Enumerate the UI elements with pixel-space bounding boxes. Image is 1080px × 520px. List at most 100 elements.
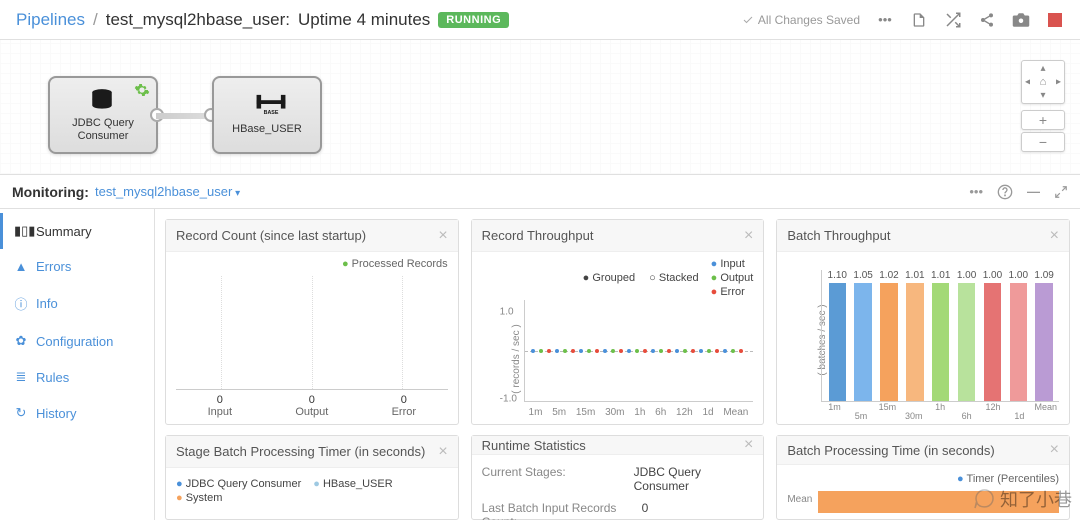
close-icon[interactable]: × xyxy=(438,227,447,245)
breadcrumb: Pipelines / test_mysql2hbase_user: Uptim… xyxy=(16,10,509,30)
axis-label: 0Output xyxy=(295,394,328,418)
throughput-plot: ( records / sec ) 1.0 -1.0 1m5m15m30m1h6… xyxy=(508,300,754,418)
record-count-axis: 0Input 0Output 0Error xyxy=(176,394,448,418)
list-icon: ≣ xyxy=(14,369,28,385)
more-icon[interactable]: ••• xyxy=(969,184,983,199)
panel-header: Record Count (since last startup) × xyxy=(166,220,458,252)
panel-header: Stage Batch Processing Timer (in seconds… xyxy=(166,436,458,468)
chart-mode-radios[interactable]: Grouped Stacked xyxy=(583,272,699,284)
panel-header: Batch Throughput × xyxy=(777,220,1069,252)
stage-label: JDBC Query Consumer xyxy=(72,117,134,143)
legend-item: ● Error xyxy=(711,286,754,298)
panel-record-throughput: Record Throughput × Grouped Stacked ● Inp… xyxy=(471,219,765,425)
share-icon[interactable] xyxy=(978,11,996,29)
close-icon[interactable]: × xyxy=(438,443,447,461)
bar: 1.01 xyxy=(930,270,952,401)
bar: 1.00 xyxy=(1007,270,1029,401)
minimize-icon[interactable]: — xyxy=(1027,184,1040,199)
close-icon[interactable]: × xyxy=(1050,441,1059,459)
stage-label: HBase_USER xyxy=(232,123,302,136)
close-icon[interactable]: × xyxy=(744,227,753,245)
info-icon: ⓘ xyxy=(14,294,28,313)
close-icon[interactable]: × xyxy=(1050,227,1059,245)
stat-row: Last Batch Input Records Count:0 xyxy=(482,497,754,520)
sidebar-item-info[interactable]: ⓘInfo xyxy=(0,284,154,323)
saved-text: All Changes Saved xyxy=(742,13,860,27)
stop-button[interactable] xyxy=(1046,11,1064,29)
sidebar-item-errors[interactable]: ▲Errors xyxy=(0,249,154,284)
monitoring-bar: Monitoring: test_mysql2hbase_user ••• — xyxy=(0,175,1080,209)
bar: 1.01 xyxy=(904,270,926,401)
panels: Record Count (since last startup) × Proc… xyxy=(155,209,1080,520)
pipeline-name: test_mysql2hbase_user: xyxy=(106,10,290,30)
stage-jdbc[interactable]: JDBC Query Consumer xyxy=(48,76,158,154)
close-icon[interactable]: × xyxy=(744,436,753,454)
hbase-icon: BASE xyxy=(252,93,282,119)
record-count-plot xyxy=(176,276,448,390)
radio-grouped[interactable]: Grouped xyxy=(583,272,636,284)
batch-time-bar xyxy=(818,491,1059,513)
panel-batch-time: Batch Processing Time (in seconds) × Tim… xyxy=(776,435,1070,520)
expand-icon[interactable] xyxy=(1054,185,1068,199)
legend-item: ● Input xyxy=(711,258,754,270)
more-icon[interactable]: ••• xyxy=(876,11,894,29)
panel-stage-timer: Stage Batch Processing Timer (in seconds… xyxy=(165,435,459,520)
cog-icon: ✿ xyxy=(14,333,28,349)
batch-throughput-plot: ( batches / sec ) 1.101.051.021.011.011.… xyxy=(811,262,1059,418)
batch-time-legend: Timer (Percentiles) xyxy=(787,471,1059,485)
nav-controls: ▴ ▾ ◂ ▸ ⌂ + − xyxy=(1021,60,1065,154)
legend-item: ● Output xyxy=(711,272,754,284)
breadcrumb-pipelines[interactable]: Pipelines xyxy=(16,10,85,30)
stat-row: Current Stages:JDBC Query Consumer xyxy=(482,461,754,497)
panel-record-count: Record Count (since last startup) × Proc… xyxy=(165,219,459,425)
bar: 1.09 xyxy=(1033,270,1055,401)
sidebar-item-history[interactable]: ↻History xyxy=(0,395,154,431)
camera-icon[interactable] xyxy=(1012,11,1030,29)
legend-item: ● HBase_USER xyxy=(313,478,392,490)
zoom-out-button[interactable]: − xyxy=(1021,132,1065,152)
document-icon[interactable] xyxy=(910,11,928,29)
zoom-in-button[interactable]: + xyxy=(1021,110,1065,130)
panel-header: Batch Processing Time (in seconds) × xyxy=(777,436,1069,465)
database-icon xyxy=(88,87,118,113)
legend-processed: Processed Records xyxy=(176,258,448,270)
legend-item: ● System xyxy=(176,492,222,504)
runtime-stats-body: Current Stages:JDBC Query ConsumerLast B… xyxy=(472,455,764,520)
status-badge: RUNNING xyxy=(438,12,509,28)
top-header: Pipelines / test_mysql2hbase_user: Uptim… xyxy=(0,0,1080,40)
history-icon: ↻ xyxy=(14,405,28,421)
throughput-xaxis: 1m5m15m30m1h6h12h1dMean xyxy=(524,407,754,418)
sidebar-item-configuration[interactable]: ✿Configuration xyxy=(0,323,154,359)
header-right: All Changes Saved ••• xyxy=(742,11,1064,29)
throughput-legend: ● Input ● Output ● Error xyxy=(711,258,754,298)
axis-label: 0Input xyxy=(208,394,232,418)
bar-icon: ▮▯▮ xyxy=(14,223,28,239)
sidebar-item-rules[interactable]: ≣Rules xyxy=(0,359,154,395)
radio-stacked[interactable]: Stacked xyxy=(649,272,698,284)
bar: 1.05 xyxy=(852,270,874,401)
main: ▮▯▮Summary▲ErrorsⓘInfo✿Configuration≣Rul… xyxy=(0,209,1080,520)
legend-item: ● JDBC Query Consumer xyxy=(176,478,301,490)
monitoring-label: Monitoring: xyxy=(12,184,89,200)
sidebar-item-summary[interactable]: ▮▯▮Summary xyxy=(0,213,154,249)
help-icon[interactable] xyxy=(997,184,1013,200)
panel-header: Runtime Statistics × xyxy=(472,436,764,455)
breadcrumb-sep: / xyxy=(93,10,98,30)
uptime: Uptime 4 minutes xyxy=(298,10,430,30)
monitoring-link[interactable]: test_mysql2hbase_user xyxy=(95,184,240,199)
stage-hbase[interactable]: BASE HBase_USER xyxy=(212,76,322,154)
nav-pad[interactable]: ▴ ▾ ◂ ▸ ⌂ xyxy=(1021,60,1065,104)
bar: 1.00 xyxy=(956,270,978,401)
connector xyxy=(156,113,211,119)
sidebar: ▮▯▮Summary▲ErrorsⓘInfo✿Configuration≣Rul… xyxy=(0,209,155,520)
bar: 1.02 xyxy=(878,270,900,401)
cog-icon xyxy=(134,82,150,98)
axis-label: 0Error xyxy=(392,394,416,418)
panel-header: Record Throughput × xyxy=(472,220,764,252)
panel-batch-throughput: Batch Throughput × ( batches / sec ) 1.1… xyxy=(776,219,1070,425)
panel-runtime-stats: Runtime Statistics × Current Stages:JDBC… xyxy=(471,435,765,520)
shuffle-icon[interactable] xyxy=(944,11,962,29)
stage-timer-legend: ● JDBC Query Consumer ● HBase_USER ● Syste… xyxy=(176,474,448,504)
bar: 1.10 xyxy=(826,270,848,401)
pipeline-canvas[interactable]: JDBC Query Consumer BASE HBase_USER ▴ ▾ … xyxy=(0,40,1080,175)
